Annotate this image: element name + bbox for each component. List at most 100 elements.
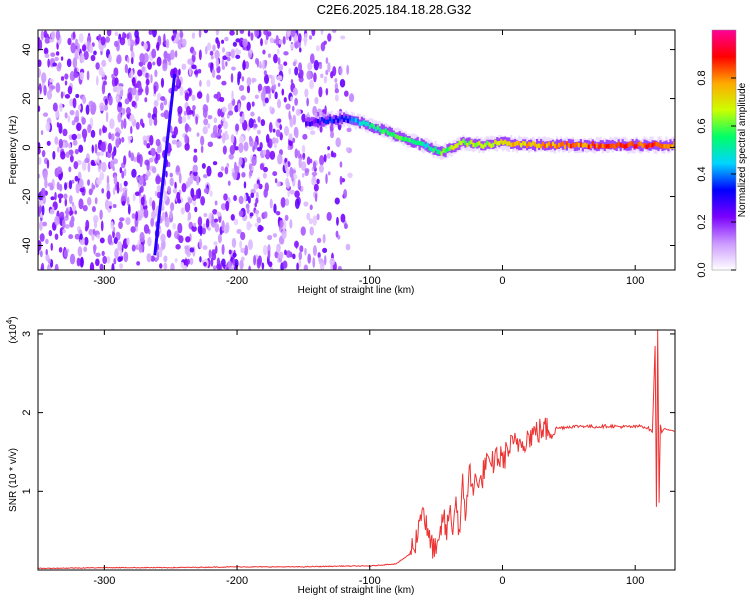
noise-cell <box>212 161 218 166</box>
noise-cell <box>213 241 218 246</box>
noise-cell <box>212 44 216 52</box>
track-cell <box>428 146 431 151</box>
noise-cell <box>307 253 312 264</box>
noise-cell <box>105 111 109 123</box>
noise-cell <box>275 137 279 144</box>
track-cell <box>559 142 563 147</box>
track-cell <box>480 143 483 148</box>
noise-cell <box>118 221 123 230</box>
noise-cell <box>303 36 308 43</box>
noise-cell <box>57 146 60 153</box>
track-cell <box>607 143 610 149</box>
noise-cell <box>155 138 161 147</box>
noise-cell <box>64 94 71 99</box>
noise-cell <box>64 142 70 148</box>
noise-cell <box>222 145 227 155</box>
track-cell <box>364 121 367 127</box>
noise-cell <box>284 214 289 221</box>
noise-cell <box>282 35 286 45</box>
track-cell <box>482 144 485 149</box>
noise-cell <box>58 247 63 253</box>
track-cell <box>382 124 385 134</box>
noise-cell <box>130 125 133 135</box>
track-cell <box>605 144 608 149</box>
track-cell <box>378 127 381 132</box>
noise-cell <box>116 185 120 194</box>
noise-cell <box>89 262 95 270</box>
track-cell <box>577 142 580 148</box>
noise-cell <box>113 258 117 265</box>
noise-cell <box>192 104 196 111</box>
colorbar-ticks: 0.0 0.2 0.4 0.6 0.8 <box>696 70 736 278</box>
noise-cell <box>330 150 334 158</box>
noise-cell <box>260 226 264 231</box>
noise-cell <box>264 38 268 45</box>
noise-cell <box>293 174 298 180</box>
noise-cell <box>184 92 189 102</box>
noise-cell <box>193 148 198 153</box>
snr-x-ticks: -300 -200 -100 0 100 <box>93 330 644 587</box>
track-cell <box>643 142 646 148</box>
noise-cell <box>150 73 153 84</box>
track-cell <box>386 130 389 135</box>
track-cell <box>450 144 453 150</box>
noise-cell <box>45 122 51 132</box>
noise-cell <box>130 44 134 52</box>
noise-cell <box>138 61 144 67</box>
noise-cell <box>289 118 294 128</box>
noise-cell <box>285 103 291 110</box>
noise-cell <box>42 112 49 117</box>
noise-cell <box>170 262 175 270</box>
noise-cell <box>170 202 175 212</box>
track-cell <box>356 119 360 124</box>
noise-cell <box>263 211 268 219</box>
noise-cell <box>198 30 202 38</box>
track-cell <box>647 143 650 148</box>
noise-cell <box>112 226 116 233</box>
noise-cell <box>263 70 267 76</box>
noise-cell <box>100 220 104 232</box>
track-cell <box>452 145 455 151</box>
noise-cell <box>283 61 288 66</box>
noise-cell <box>262 87 266 98</box>
noise-cell <box>71 133 77 141</box>
track-cell <box>518 141 521 151</box>
noise-cell <box>247 30 251 37</box>
noise-cell <box>73 72 79 78</box>
track-cell <box>635 144 638 149</box>
noise-cell <box>78 198 84 210</box>
noise-cell <box>281 88 285 96</box>
noise-cell <box>57 193 64 199</box>
noise-cell <box>269 150 276 160</box>
noise-cell <box>123 167 127 177</box>
noise-cell <box>167 161 171 168</box>
track-cell <box>376 125 379 130</box>
track-cell <box>332 118 336 124</box>
noise-cell <box>262 172 267 179</box>
noise-cell <box>258 183 263 190</box>
noise-cell <box>156 41 160 51</box>
noise-cell <box>47 266 52 270</box>
noise-cell <box>229 144 236 155</box>
noise-cell <box>289 189 295 195</box>
noise-cell <box>42 221 48 227</box>
spectrogram-y-tick-label: 40 <box>21 43 33 55</box>
noise-cell <box>44 53 50 58</box>
track-cell <box>631 141 634 146</box>
noise-cell <box>177 39 183 50</box>
noise-cell <box>292 114 297 126</box>
noise-cell <box>112 203 117 208</box>
noise-cell <box>234 165 240 174</box>
noise-cell <box>143 208 149 219</box>
noise-cell <box>239 135 245 145</box>
noise-cell <box>330 71 334 79</box>
noise-cell <box>309 130 316 135</box>
track-cell <box>418 141 421 151</box>
noise-cell <box>244 60 250 70</box>
noise-cell <box>64 198 68 207</box>
noise-cell <box>176 75 180 87</box>
noise-cell <box>263 73 270 85</box>
track-cell <box>336 118 340 123</box>
noise-cell <box>119 182 123 193</box>
noise-cell <box>318 257 322 263</box>
